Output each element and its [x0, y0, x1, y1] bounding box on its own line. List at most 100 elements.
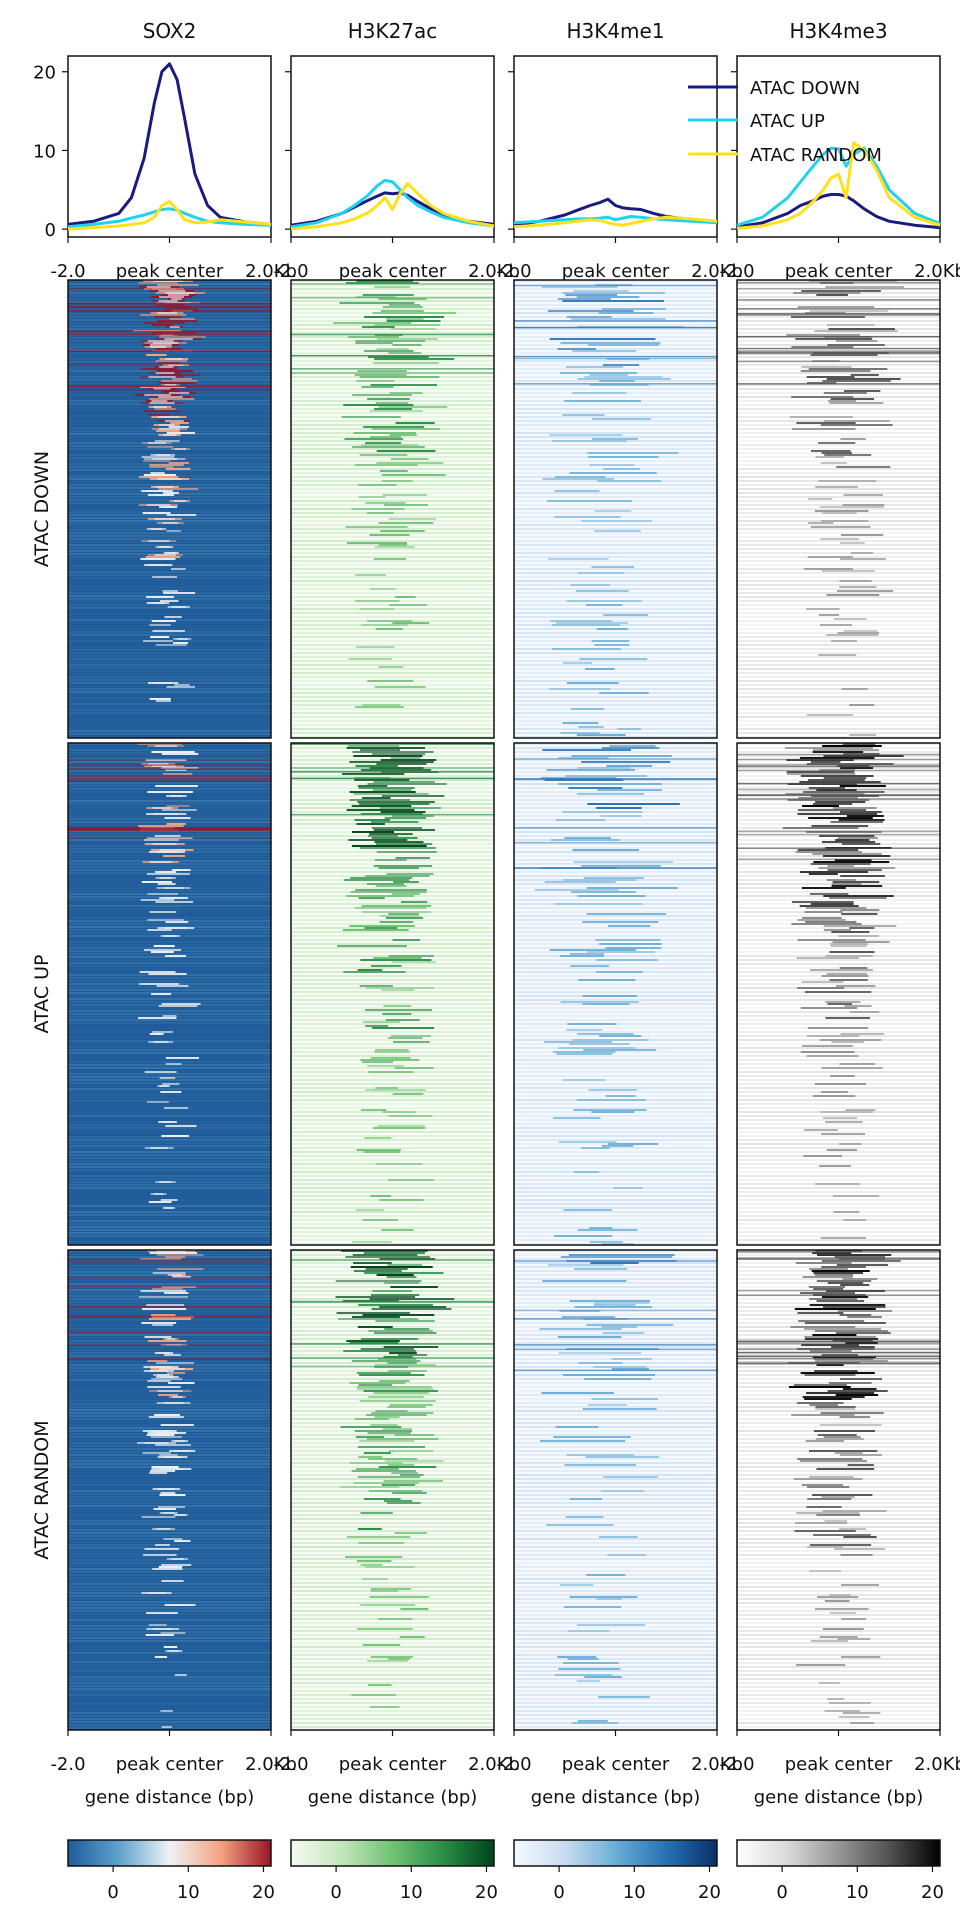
heatmap-signal — [374, 1366, 409, 1368]
heatmap-stripe — [737, 1366, 940, 1368]
heatmap-signal — [358, 897, 385, 899]
heatmap-panel-sox2-atac-up — [67, 742, 272, 1246]
heatmap-stripe — [68, 598, 271, 600]
heatmap-stripe — [291, 1007, 494, 1009]
heatmap-stripe — [68, 562, 271, 564]
heatmap-stripe — [737, 1674, 940, 1676]
heatmap-line — [291, 1357, 494, 1359]
heatmap-stripe — [514, 1167, 717, 1169]
heatmap-signal — [382, 494, 427, 496]
heatmap-signal — [822, 1296, 869, 1298]
heatmap-signal — [142, 1452, 171, 1454]
heatmap-stripe — [68, 355, 271, 357]
heatmap-stripe — [68, 667, 271, 669]
heatmap-stripe — [737, 1147, 940, 1149]
heatmap-signal — [585, 604, 623, 606]
heatmap-stripe — [514, 1610, 717, 1612]
heatmap-stripe — [514, 1562, 717, 1564]
heatmap-stripe — [514, 915, 717, 917]
heatmap-signal — [374, 841, 424, 843]
heatmap-stripe — [514, 1199, 717, 1201]
heatmap-stripe — [68, 977, 271, 979]
heatmap-signal — [836, 1264, 889, 1266]
heatmap-stripe — [514, 1274, 717, 1276]
heatmap-signal — [825, 955, 873, 957]
heatmap-stripe — [291, 648, 494, 650]
heatmap-signal — [823, 392, 867, 394]
heatmap-stripe — [514, 1498, 717, 1500]
heatmap-stripe — [737, 1131, 940, 1133]
heatmap-signal — [389, 604, 428, 606]
heatmap-signal — [587, 803, 680, 805]
heatmap-stripe — [514, 412, 717, 414]
heatmap-stripe — [737, 372, 940, 374]
heatmap-signal — [363, 426, 425, 428]
heatmap-stripe — [68, 821, 271, 823]
heatmap-signal — [353, 755, 423, 757]
heatmap-stripe — [514, 360, 717, 362]
heatmap-stripe — [68, 800, 271, 802]
heatmap-signal — [148, 414, 170, 416]
heatmap-signal — [345, 1256, 430, 1258]
heatmap-signal — [587, 452, 679, 454]
heatmap-line — [514, 284, 717, 287]
heatmap-signal — [388, 955, 434, 957]
heatmap-stripe — [291, 823, 494, 825]
heatmap-stripe — [737, 1191, 940, 1193]
heatmap-stripe — [68, 1691, 271, 1693]
heatmap-signal — [834, 859, 872, 861]
heatmap-signal — [557, 348, 597, 350]
heatmap-stripe — [514, 1514, 717, 1516]
heatmap-signal — [590, 1262, 639, 1264]
heatmap-signal-mid — [168, 1650, 179, 1652]
heatmap-signal — [356, 1468, 399, 1470]
heatmap-signal — [165, 1125, 197, 1127]
heatmap-stripe — [514, 556, 717, 558]
heatmap-signal — [384, 1500, 413, 1502]
heatmap-signal — [826, 1149, 858, 1151]
heatmap-signal-mid — [174, 1440, 185, 1442]
heatmap-signal — [824, 1710, 860, 1712]
heatmap-line — [737, 1294, 940, 1297]
heatmap-stripe — [291, 1378, 494, 1380]
heatmap-signal — [149, 911, 177, 913]
heatmap-stripe — [514, 1718, 717, 1720]
heatmap-signal — [821, 1067, 883, 1069]
heatmap-stripe — [68, 1229, 271, 1231]
x-axis-label: gene distance (bp) — [85, 1787, 255, 1808]
heatmap-stripe — [68, 1100, 271, 1102]
heatmap-stripe — [737, 1566, 940, 1568]
heatmap-stripe — [514, 1590, 717, 1592]
heatmap-stripe — [291, 1602, 494, 1604]
heatmap-signal — [376, 338, 438, 340]
heatmap-signal — [356, 646, 395, 648]
heatmap-signal — [591, 1398, 658, 1400]
heatmap-signal-mid — [164, 1494, 181, 1496]
heatmap-signal — [361, 386, 394, 388]
heatmap-signal — [379, 915, 420, 917]
heatmap-stripe — [514, 492, 717, 494]
heatmap-signal — [810, 969, 873, 971]
heatmap-stripe — [514, 596, 717, 598]
heatmap-stripe — [737, 1314, 940, 1316]
heatmap-signal — [804, 1336, 876, 1338]
heatmap-signal — [169, 318, 195, 320]
heatmap-stripe — [68, 1280, 271, 1282]
heatmap-signal — [598, 1696, 650, 1698]
heatmap-stripe — [291, 1714, 494, 1716]
heatmap-stripe — [514, 488, 717, 490]
heatmap-signal — [793, 1384, 847, 1386]
heatmap-line — [737, 1341, 940, 1343]
heatmap-signal — [379, 1258, 436, 1260]
heatmap-stripe — [291, 1698, 494, 1700]
heatmap-signal — [821, 1266, 866, 1268]
heatmap-stripe — [514, 496, 717, 498]
heatmap-signal — [341, 416, 401, 418]
heatmap-signal-mid — [147, 881, 166, 883]
heatmap-signal — [582, 995, 637, 997]
heatmap-signal — [563, 662, 593, 664]
heatmap-stripe — [514, 1658, 717, 1660]
heatmap-signal — [150, 1436, 183, 1438]
heatmap-signal — [835, 839, 870, 841]
heatmap-signal-mid — [156, 1528, 171, 1530]
